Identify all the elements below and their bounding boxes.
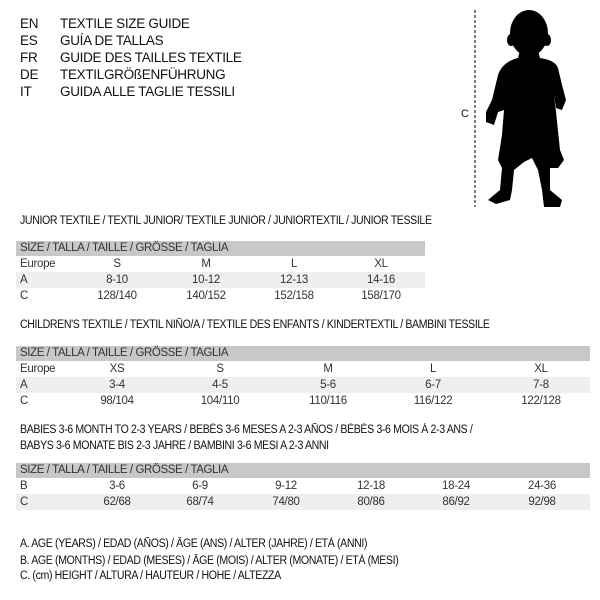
table-cell: 92/98 (528, 496, 556, 508)
size-table: SIZE / TALLA / TAILLE / GRÖSSE / TAGLIA E… (16, 241, 425, 304)
table-title: BABIES 3-6 MONTH TO 2-3 YEARS / BEBÉS 3-… (20, 424, 473, 436)
table-cell: 3-4 (109, 379, 125, 391)
table-cell: S (113, 258, 121, 270)
table-header: SIZE / TALLA / TAILLE / GRÖSSE / TAGLIA (16, 241, 425, 256)
table-header: SIZE / TALLA / TAILLE / GRÖSSE / TAGLIA (16, 463, 590, 478)
lang-code: ES (20, 33, 38, 48)
table-row: Europe XS S M L XL (16, 361, 590, 377)
table-cell: 98/104 (100, 395, 134, 407)
table-cell: 10-12 (192, 274, 220, 286)
table-cell: 5-6 (320, 379, 336, 391)
height-figure: C (440, 0, 600, 215)
row-label: A (20, 274, 28, 286)
table-row: Europe S M L XL (16, 256, 425, 272)
table-cell: 12-13 (280, 274, 308, 286)
table-cell: 6-7 (425, 379, 441, 391)
table-cell: 3-6 (109, 480, 125, 492)
legend-item: B. AGE (MONTHS) / EDAD (MESES) / ÂGE (MO… (20, 555, 399, 567)
table-cell: 158/170 (361, 290, 401, 302)
table-cell: 14-16 (367, 274, 395, 286)
lang-title: TEXTILGRÖßENFÜHRUNG (60, 67, 226, 82)
table-row: C 62/68 68/74 74/80 80/86 86/92 92/98 (16, 494, 590, 510)
table-cell: 8-10 (106, 274, 128, 286)
lang-code: IT (20, 84, 32, 99)
table-cell: 24-36 (528, 480, 556, 492)
row-label: A (20, 379, 28, 391)
lang-title: TEXTILE SIZE GUIDE (60, 16, 190, 31)
table-cell: M (201, 258, 211, 270)
legend-item: C. (cm) HEIGHT / ALTURA / HAUTEUR / HÖHE… (20, 570, 281, 582)
table-row: C 98/104 104/110 110/116 116/122 122/128 (16, 393, 590, 409)
table-row: A 8-10 10-12 12-13 14-16 (16, 272, 425, 288)
table-cell: 9-12 (275, 480, 297, 492)
row-label: Europe (20, 363, 56, 375)
table-cell: 122/128 (521, 395, 561, 407)
table-cell: XL (374, 258, 388, 270)
lang-title: GUÍA DE TALLAS (60, 33, 164, 48)
table-cell: XL (534, 363, 548, 375)
size-table: SIZE / TALLA / TAILLE / GRÖSSE / TAGLIA E… (16, 346, 590, 409)
table-cell: 68/74 (186, 496, 214, 508)
size-table: SIZE / TALLA / TAILLE / GRÖSSE / TAGLIA B… (16, 463, 590, 510)
table-title-line2: BABYS 3-6 MONATE BIS 2-3 JAHRE / BAMBINI… (20, 440, 329, 452)
table-row: A 3-4 4-5 5-6 6-7 7-8 (16, 377, 590, 393)
legend-item: A. AGE (YEARS) / EDAD (AÑOS) / ÂGE (ANS)… (20, 538, 368, 550)
table-cell: 7-8 (533, 379, 549, 391)
table-cell: 86/92 (442, 496, 470, 508)
table-row: B 3-6 6-9 9-12 12-18 18-24 24-36 (16, 478, 590, 494)
lang-title: GUIDE DES TAILLES TEXTILE (60, 50, 242, 65)
baby-silhouette-icon (474, 10, 566, 207)
table-cell: XS (109, 363, 125, 375)
row-label: Europe (20, 258, 56, 270)
table-cell: 62/68 (103, 496, 131, 508)
table-cell: 140/152 (186, 290, 226, 302)
table-title: CHILDREN'S TEXTILE / TEXTIL NIÑO/A / TEX… (20, 319, 490, 331)
table-cell: S (216, 363, 224, 375)
row-label: C (20, 290, 29, 302)
table-cell: 104/110 (200, 395, 240, 407)
table-cell: 116/122 (413, 395, 453, 407)
table-title: JUNIOR TEXTILE / TEXTIL JUNIOR/ TEXTILE … (20, 215, 432, 227)
row-label: B (20, 480, 28, 492)
table-cell: L (290, 258, 298, 270)
table-cell: 4-5 (212, 379, 228, 391)
table-cell: 80/86 (357, 496, 385, 508)
height-label: C (461, 108, 469, 120)
table-cell: 74/80 (272, 496, 300, 508)
table-cell: 6-9 (192, 480, 208, 492)
lang-code: DE (20, 67, 39, 82)
table-header: SIZE / TALLA / TAILLE / GRÖSSE / TAGLIA (16, 346, 590, 361)
table-cell: 152/158 (274, 290, 314, 302)
table-cell: L (429, 363, 437, 375)
row-label: C (20, 496, 29, 508)
table-cell: 110/116 (309, 395, 347, 407)
table-cell: 18-24 (442, 480, 470, 492)
lang-title: GUIDA ALLE TAGLIE TESSILI (60, 84, 235, 99)
table-row: C 128/140 140/152 152/158 158/170 (16, 288, 425, 304)
lang-code: EN (20, 16, 39, 31)
table-cell: M (323, 363, 333, 375)
table-cell: 128/140 (97, 290, 137, 302)
table-cell: 12-18 (357, 480, 385, 492)
lang-code: FR (20, 50, 38, 65)
row-label: C (20, 395, 29, 407)
